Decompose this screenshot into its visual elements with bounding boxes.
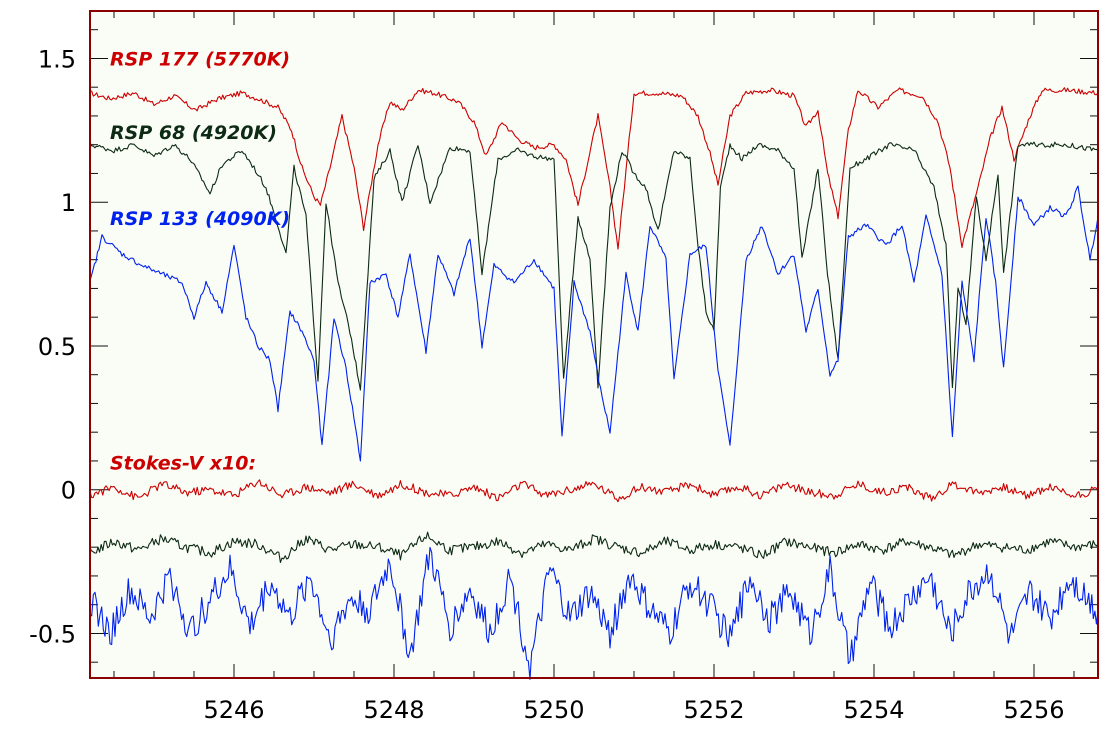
series-annotation: RSP 68 (4920K) <box>110 122 277 144</box>
y-tick-label: -0.5 <box>29 620 76 648</box>
intensity-line-rsp-68 <box>89 141 1099 391</box>
stokes-v-line-rsp-133 <box>89 546 1099 680</box>
x-tick-label: 5248 <box>363 696 424 724</box>
plot-frame <box>89 10 1099 679</box>
y-tick-label: 0.5 <box>38 333 76 361</box>
series-annotations: RSP 177 (5770K) RSP 68 (4920K) RSP 133 (40… <box>110 48 290 474</box>
x-tick-label: 5252 <box>683 696 744 724</box>
axis-ticks <box>90 11 1098 678</box>
x-tick-labels: 5246 5248 5250 5252 5254 5256 <box>203 696 1064 724</box>
series-annotation: Stokes-V x10: <box>110 452 256 474</box>
chart-series <box>89 87 1099 680</box>
plot-background <box>90 11 1098 678</box>
stokes-v-line-rsp-68 <box>89 531 1099 563</box>
x-tick-label: 5256 <box>1003 696 1064 724</box>
y-tick-labels: 1.5 1 0.5 0 -0.5 <box>29 45 76 648</box>
y-tick-label: 1 <box>61 189 76 217</box>
intensity-line-rsp-133 <box>89 185 1099 462</box>
intensity-line-rsp-177 <box>89 87 1099 250</box>
x-tick-label: 5246 <box>203 696 264 724</box>
series-annotation: RSP 177 (5770K) <box>110 48 290 70</box>
x-tick-label: 5250 <box>523 696 584 724</box>
y-tick-label: 1.5 <box>38 45 76 73</box>
stokes-v-line-rsp-177 <box>89 479 1099 503</box>
x-tick-label: 5254 <box>843 696 904 724</box>
series-annotation: RSP 133 (4090K) <box>110 208 290 230</box>
y-tick-label: 0 <box>61 477 76 505</box>
